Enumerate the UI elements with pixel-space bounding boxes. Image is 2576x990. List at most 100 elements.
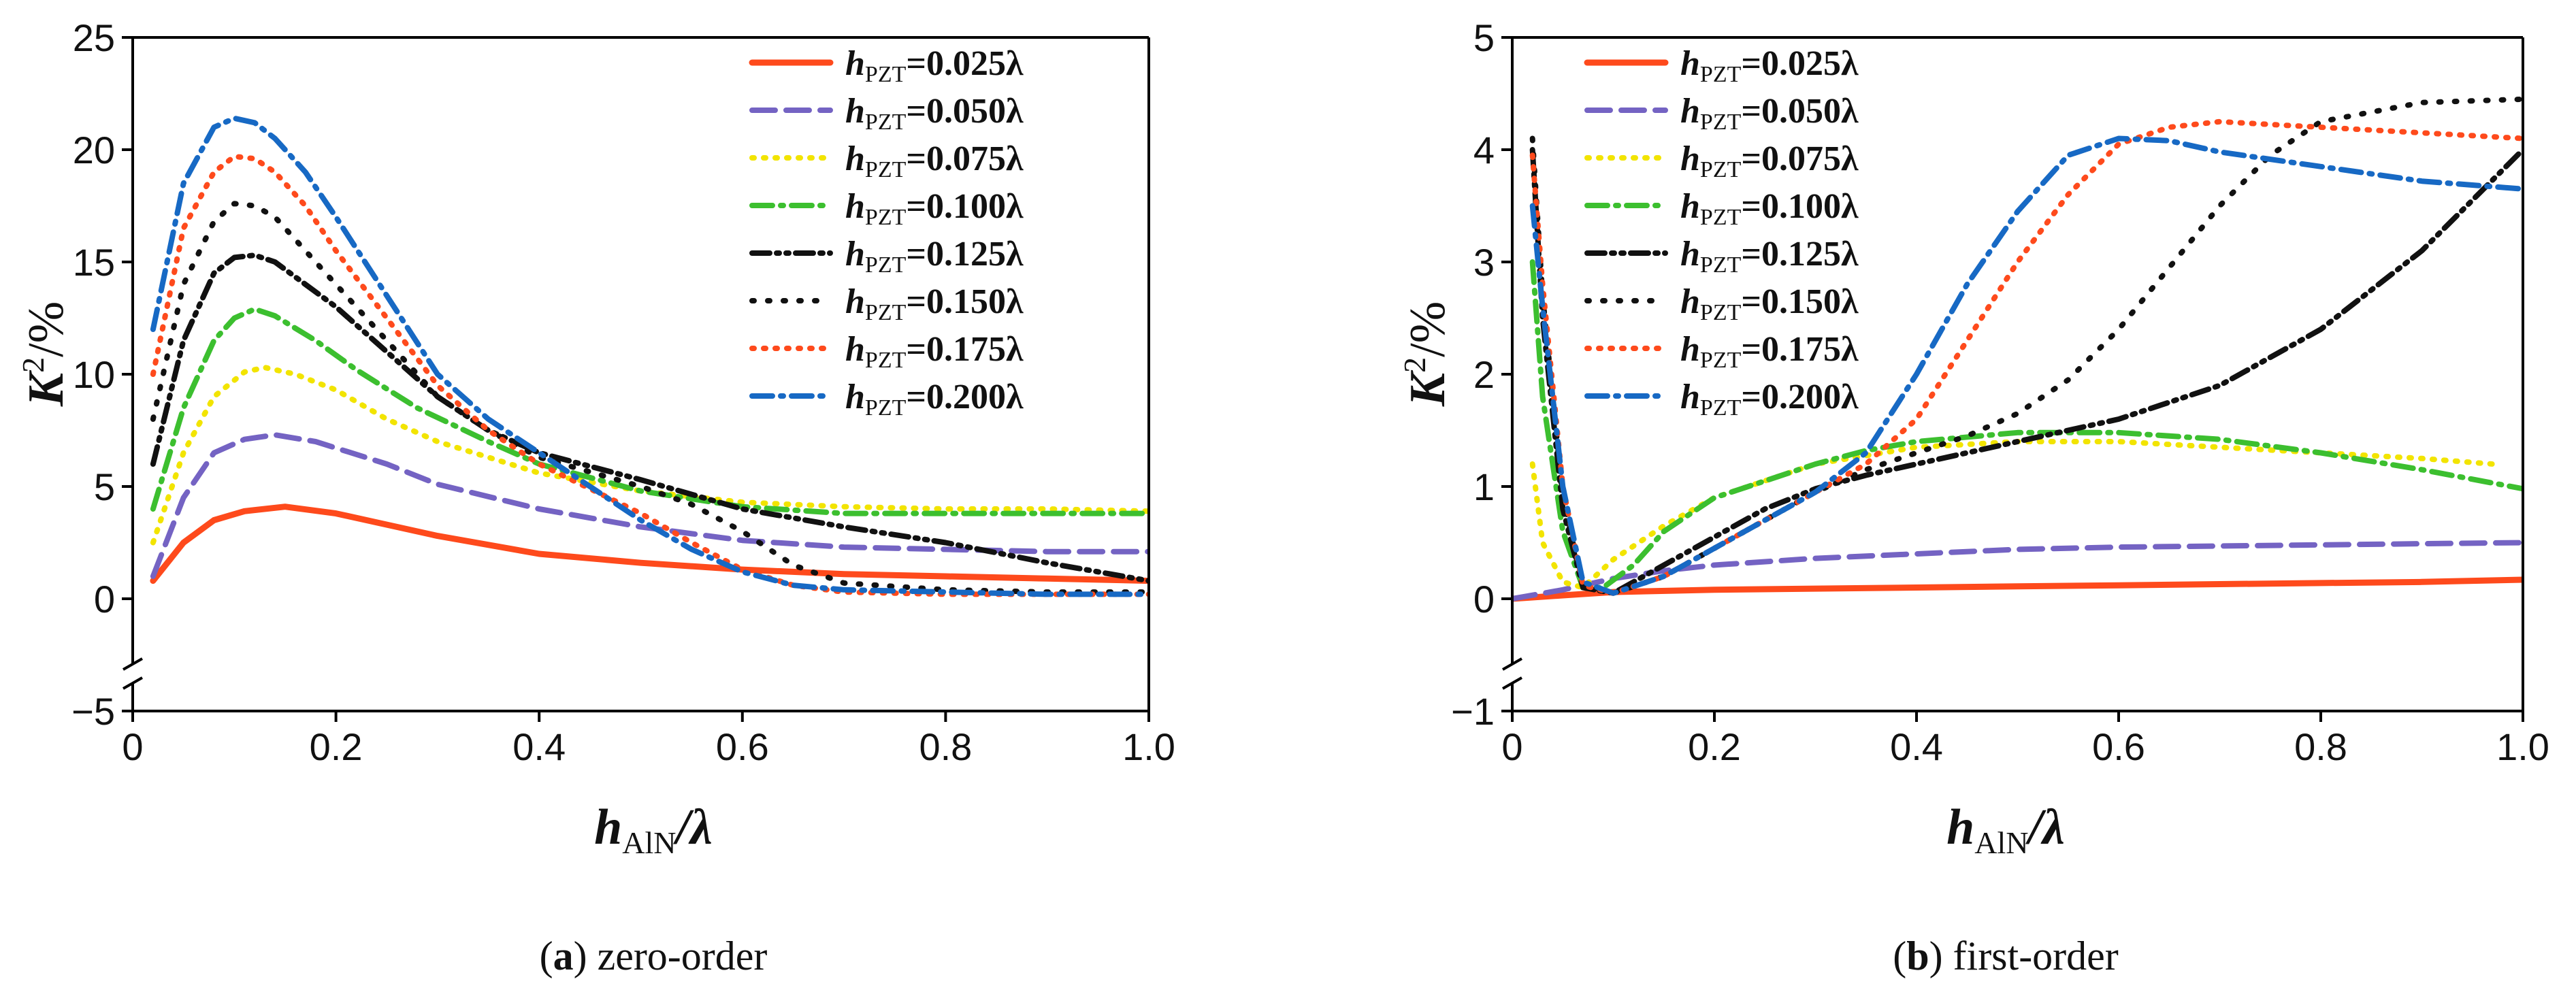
legend-item-h025: hPZT=0.025λ bbox=[749, 44, 1024, 87]
legend-label-sub: PZT bbox=[1700, 395, 1742, 420]
legend-label-main: h bbox=[1680, 187, 1700, 226]
chart-panel-a: 0 0.2 0.4 0.6 0.8 1.0 −5 0 5 10 15 20 25 hAlN/λ K2/% hP… bbox=[16, 16, 1175, 978]
x-axis-label-sub: AlN bbox=[622, 825, 676, 860]
legend-label-val: =0.050λ bbox=[906, 92, 1024, 131]
y-tick-label: 0 bbox=[1473, 578, 1495, 621]
series-line-h200 bbox=[1529, 135, 2523, 596]
legend-label-val: =0.025λ bbox=[1741, 44, 1859, 83]
legend-label-main: h bbox=[845, 235, 865, 274]
legend-label: hPZT=0.100λ bbox=[1680, 187, 1859, 230]
x-axis-label-main: h bbox=[1946, 799, 1974, 855]
legend-label-main: h bbox=[845, 139, 865, 178]
legend-label: hPZT=0.200λ bbox=[845, 378, 1024, 420]
y-tick-label: 0 bbox=[94, 578, 115, 621]
y-tick-label: 2 bbox=[1473, 353, 1495, 396]
series-line-h100 bbox=[150, 306, 1149, 516]
legend-label-main: h bbox=[1680, 92, 1700, 131]
series-line-h075 bbox=[1529, 439, 2496, 591]
x-tick-label: 1.0 bbox=[1122, 725, 1175, 768]
legend-item-h125: hPZT=0.125λ bbox=[1584, 235, 1859, 278]
y-axis-label: K2/% bbox=[16, 301, 74, 408]
legend-label-val: =0.150λ bbox=[906, 282, 1024, 321]
y-axis-label-sup: 2 bbox=[1397, 357, 1432, 373]
legend-label: hPZT=0.075λ bbox=[845, 139, 1024, 182]
legend-label-sub: PZT bbox=[865, 110, 907, 135]
legend-label-val: =0.075λ bbox=[1741, 139, 1859, 178]
x-axis-label-sub: AlN bbox=[1974, 825, 2028, 860]
legend-label-sub: PZT bbox=[865, 395, 907, 420]
x-tick-label: 0.2 bbox=[1688, 725, 1741, 768]
legend-label-main: h bbox=[845, 282, 865, 321]
x-axis-label-main: h bbox=[594, 799, 622, 855]
legend-label-val: =0.125λ bbox=[1741, 235, 1859, 274]
caption-text: first-order bbox=[1953, 934, 2119, 978]
legend-label-val: =0.050λ bbox=[1741, 92, 1859, 131]
legend-item-h175: hPZT=0.175λ bbox=[749, 330, 1024, 373]
legend-label: hPZT=0.100λ bbox=[845, 187, 1024, 230]
caption-paren: ) bbox=[574, 934, 598, 978]
chart-a-svg: 0 0.2 0.4 0.6 0.8 1.0−50510152025hAlN/λK2/%hP… bbox=[16, 16, 1175, 978]
x-axis-label: hAlN/λ bbox=[594, 799, 713, 860]
y-tick-label: −1 bbox=[1451, 690, 1495, 733]
series-line-h025 bbox=[150, 504, 1149, 584]
x-tick-label: 0.8 bbox=[2294, 725, 2347, 768]
legend-label-main: h bbox=[1680, 378, 1700, 416]
legend-label: hPZT=0.025λ bbox=[1680, 44, 1859, 87]
x-tick-label: 0.6 bbox=[2092, 725, 2145, 768]
series-group bbox=[1512, 96, 2523, 602]
legend-item-h200: hPZT=0.200λ bbox=[1584, 378, 1859, 420]
x-tick-label: 0.4 bbox=[1890, 725, 1943, 768]
legend-item-h100: hPZT=0.100λ bbox=[749, 187, 1024, 230]
series-line-h200 bbox=[150, 115, 1149, 597]
y-tick-label: 5 bbox=[94, 465, 115, 508]
legend-item-h075: hPZT=0.075λ bbox=[749, 139, 1024, 182]
panel-caption: (a) zero-order bbox=[540, 934, 768, 978]
x-tick-label: 0.4 bbox=[512, 725, 566, 768]
legend: hPZT=0.025λhPZT=0.050λhPZT=0.075λhPZT=0.… bbox=[1584, 44, 1859, 420]
legend-item-h150: hPZT=0.150λ bbox=[1584, 282, 1859, 325]
legend-label: hPZT=0.050λ bbox=[845, 92, 1024, 135]
legend-label-sub: PZT bbox=[865, 348, 907, 373]
legend-label: hPZT=0.075λ bbox=[1680, 139, 1859, 182]
caption-letter: a bbox=[553, 934, 574, 978]
legend-label-val: =0.025λ bbox=[906, 44, 1024, 83]
y-axis-label-main: K bbox=[1400, 369, 1456, 407]
y-axis-label: K2/% bbox=[1397, 301, 1456, 408]
legend-label: hPZT=0.025λ bbox=[845, 44, 1024, 87]
legend-label-sub: PZT bbox=[1700, 252, 1742, 278]
y-axis-label-tail: /% bbox=[18, 301, 74, 357]
legend-label-sub: PZT bbox=[865, 205, 907, 230]
legend-label: hPZT=0.125λ bbox=[845, 235, 1024, 278]
legend-label: hPZT=0.150λ bbox=[1680, 282, 1859, 325]
legend-label-sub: PZT bbox=[1700, 110, 1742, 135]
legend-label-main: h bbox=[845, 187, 865, 226]
legend-item-h025: hPZT=0.025λ bbox=[1584, 44, 1859, 87]
legend-label-sub: PZT bbox=[1700, 157, 1742, 182]
caption-paren: ( bbox=[540, 934, 553, 978]
y-axis-label-tail: /% bbox=[1400, 301, 1456, 357]
x-tick-label: 0.8 bbox=[919, 725, 972, 768]
series-line-h125 bbox=[150, 252, 1149, 584]
legend-label-val: =0.100λ bbox=[1741, 187, 1859, 226]
legend-label-main: h bbox=[1680, 330, 1700, 369]
chart-panel-b: 0 0.2 0.4 0.6 0.8 1.0 −1 0 1 2 3 4 5 hAlN/λ K2/% hPZT=0… bbox=[1288, 0, 2576, 990]
legend-item-h100: hPZT=0.100λ bbox=[1584, 187, 1859, 230]
legend-label-main: h bbox=[845, 92, 865, 131]
series-line-h150 bbox=[150, 201, 1149, 595]
legend-label-val: =0.100λ bbox=[906, 187, 1024, 226]
legend-item-h150: hPZT=0.150λ bbox=[749, 282, 1024, 325]
legend-label: hPZT=0.175λ bbox=[1680, 330, 1859, 373]
legend-label-main: h bbox=[845, 44, 865, 83]
series-line-h075 bbox=[150, 365, 1149, 546]
legend-label-sub: PZT bbox=[865, 252, 907, 278]
legend-label-sub: PZT bbox=[1700, 348, 1742, 373]
chart-b: 0 0.2 0.4 0.6 0.8 1.0−1012345hAlN/λK2/%hPZT=0… bbox=[1397, 16, 2549, 978]
caption-letter: b bbox=[1906, 934, 1929, 978]
x-tick-label: 0.6 bbox=[716, 725, 769, 768]
x-tick-label: 1.0 bbox=[2496, 725, 2549, 768]
legend-label-main: h bbox=[1680, 235, 1700, 274]
x-axis-label-tail: /λ bbox=[2025, 799, 2064, 855]
legend-label-val: =0.075λ bbox=[906, 139, 1024, 178]
legend-label-sub: PZT bbox=[865, 300, 907, 325]
y-tick-label: 1 bbox=[1473, 465, 1495, 508]
